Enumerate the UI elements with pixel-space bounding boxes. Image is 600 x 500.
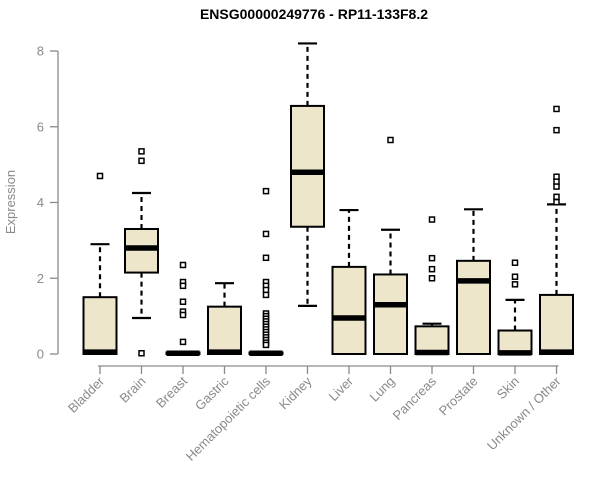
- box-lung: [373, 273, 408, 355]
- outlier-point-brain: [138, 157, 145, 165]
- y-tick-label: 2: [37, 271, 44, 286]
- box-unknown-other: [539, 293, 574, 356]
- box-liver: [331, 265, 367, 356]
- y-tick-label: 8: [37, 44, 44, 59]
- outlier-point-skin: [511, 281, 519, 288]
- outlier-point-hematopoietic-cells: [262, 341, 270, 349]
- outlier-point-pancreas: [428, 254, 436, 262]
- outlier-point-hematopoietic-cells: [262, 230, 270, 238]
- outlier-point-unknown-other: [553, 183, 560, 190]
- outlier-point-lung: [387, 136, 394, 144]
- outlier-point-hematopoietic-cells: [262, 254, 270, 262]
- outlier-point-pancreas: [428, 265, 436, 273]
- outlier-point-breast: [179, 261, 187, 269]
- y-tick-label: 0: [37, 347, 44, 362]
- box-gastric: [207, 305, 242, 355]
- outlier-point-breast: [179, 311, 187, 319]
- outlier-point-skin: [511, 273, 519, 280]
- chart-title: ENSG00000249776 - RP11-133F8.2: [200, 6, 428, 22]
- outlier-point-unknown-other: [553, 193, 560, 201]
- outlier-point-brain: [138, 148, 145, 155]
- outlier-point-bladder: [96, 172, 104, 180]
- outlier-point-pancreas: [428, 216, 436, 223]
- box-prostate: [456, 259, 491, 356]
- box-brain: [124, 228, 159, 274]
- y-axis-title: Expression: [3, 170, 18, 234]
- outlier-point-pancreas: [428, 275, 436, 282]
- outlier-point-hematopoietic-cells: [262, 291, 270, 299]
- outlier-point-breast: [179, 338, 187, 346]
- outlier-point-unknown-other: [553, 126, 560, 134]
- outlier-point-unknown-other: [553, 105, 560, 113]
- outlier-point-breast: [179, 282, 187, 290]
- y-tick-label: 6: [37, 119, 44, 134]
- outlier-point-skin: [511, 259, 519, 266]
- outlier-point-breast: [179, 298, 187, 305]
- y-tick-label: 4: [37, 195, 44, 210]
- outlier-point-unknown-other: [553, 198, 560, 206]
- box-kidney: [290, 104, 325, 228]
- box-bladder: [82, 296, 118, 355]
- outlier-point-brain: [138, 349, 145, 357]
- outlier-point-hematopoietic-cells: [262, 187, 270, 195]
